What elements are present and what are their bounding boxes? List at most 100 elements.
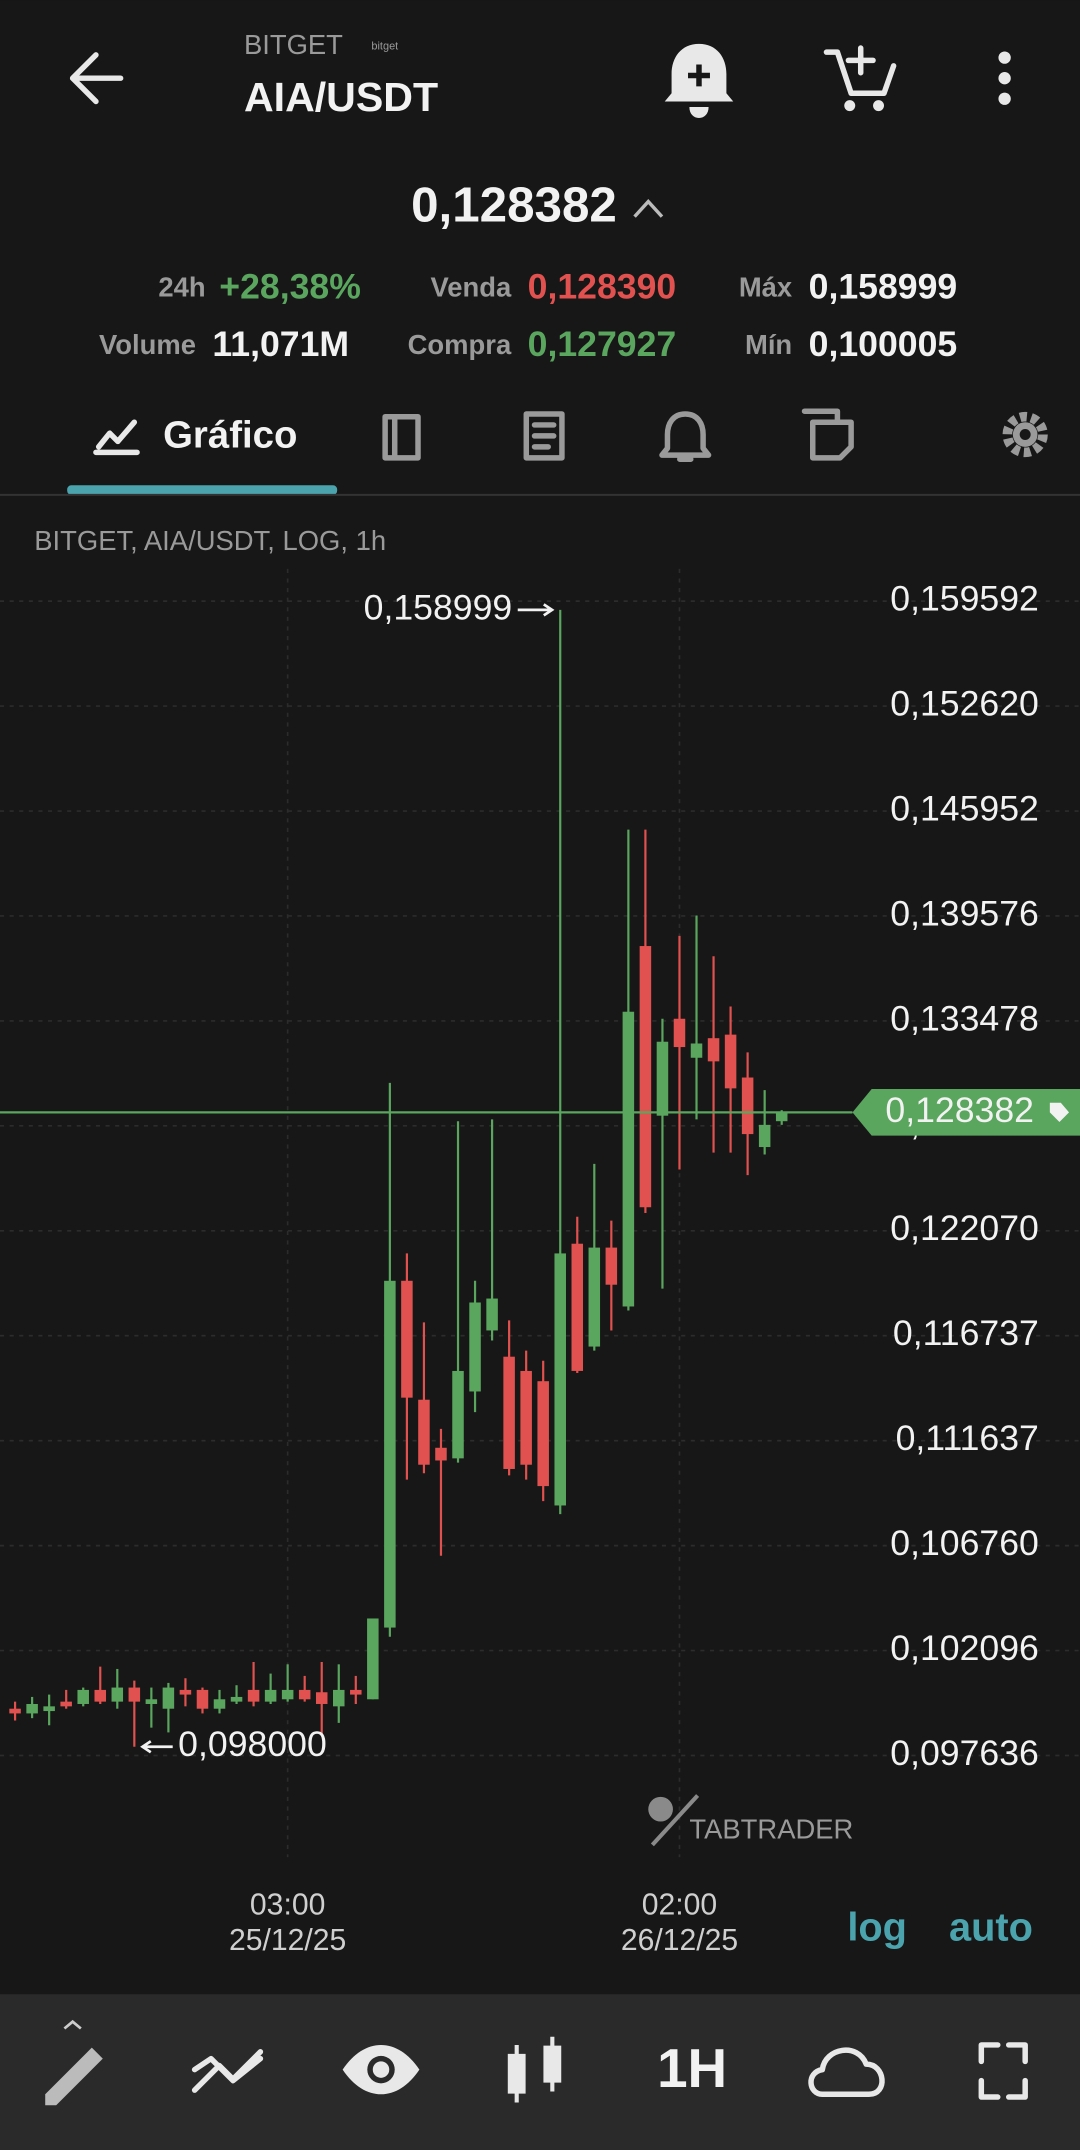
receipt-icon (523, 411, 565, 461)
stat-label: Compra (408, 329, 512, 360)
stat-value: 11,071M (212, 324, 349, 364)
annotation-label: 0,158999 (364, 587, 513, 627)
y-tick-label: 0,116737 (893, 1313, 1039, 1353)
price-up-caret (633, 198, 664, 218)
y-tick-label: 0,122070 (890, 1208, 1039, 1248)
y-tick-label: 0,159592 (890, 579, 1039, 619)
stat-value: 0,127927 (528, 324, 677, 364)
watermark-text: TABTRADER (689, 1813, 853, 1844)
more-button[interactable] (998, 51, 1011, 105)
cart-wheel (873, 100, 885, 112)
stat-label: Mín (745, 329, 792, 360)
back-button[interactable] (69, 52, 124, 105)
price-tag-label: 0,128382 (885, 1090, 1034, 1130)
orders-icon (801, 408, 854, 461)
candle-body (418, 1399, 430, 1465)
stat-label: Máx (739, 271, 793, 302)
orders-tab[interactable] (801, 408, 854, 461)
alerts-tab[interactable] (659, 411, 712, 462)
candle-body (775, 1112, 788, 1122)
candle-body (333, 1689, 345, 1707)
candle-body (43, 1706, 55, 1712)
toolbar (0, 1994, 1080, 2150)
candle-body (145, 1699, 158, 1704)
chart-title: BITGET, AIA/USDT, LOG, 1h (34, 525, 386, 556)
x-tick-label: 25/12/25 (229, 1924, 346, 1957)
candle-body (281, 1689, 294, 1700)
annotation-arrow (517, 603, 555, 617)
indicator-icon (191, 2049, 264, 2093)
stat-label: Volume (99, 329, 196, 360)
stat-value: 0,128390 (528, 267, 677, 307)
active-tab-indicator (67, 485, 338, 495)
candle-body (128, 1687, 141, 1702)
candle-body (111, 1687, 124, 1702)
candles-icon (507, 2036, 562, 2103)
stat-label: Venda (430, 271, 511, 302)
draw-tool-button[interactable] (45, 2047, 103, 2106)
candle-body (9, 1708, 21, 1714)
candle-body (196, 1689, 209, 1709)
candle-body (264, 1689, 277, 1702)
candle-body (486, 1298, 498, 1331)
stat-value: 0,100005 (809, 324, 958, 364)
candle-body (179, 1689, 192, 1695)
plus-icon (688, 64, 710, 87)
y-tick-label: 0,152620 (890, 683, 1039, 723)
last-price: 0,128382 (411, 177, 617, 232)
chart-tab[interactable]: Gráfico (93, 413, 297, 456)
candle-body (690, 1043, 703, 1058)
watermark-dot (648, 1796, 673, 1822)
candle-body (213, 1699, 226, 1709)
plot-area: 0,159592 0,152620 0,145952 0,139576 0,133478… (0, 568, 1080, 1858)
candle-body (94, 1689, 107, 1702)
dot (998, 51, 1011, 64)
annotation-arrow (140, 1740, 173, 1754)
exchange-name: BITGET (244, 29, 343, 60)
watermark-slash (650, 1794, 700, 1847)
candle-body (724, 1034, 737, 1089)
candle-body (639, 946, 652, 1208)
log-button[interactable]: log (847, 1905, 907, 1949)
candle-body (537, 1381, 549, 1487)
candle-body (605, 1247, 618, 1285)
book-icon (382, 413, 421, 461)
candle-body (741, 1077, 754, 1135)
auto-button[interactable]: auto (949, 1905, 1033, 1949)
watermark: TABTRADER (648, 1794, 853, 1847)
stat-value: +28,38% (219, 267, 361, 307)
x-tick-label: 03:00 (250, 1888, 325, 1921)
toolbar-expand-caret[interactable] (63, 2019, 82, 2030)
chart-type-button[interactable] (507, 2036, 562, 2103)
cart-add-button[interactable] (823, 45, 897, 112)
candle-body (230, 1696, 243, 1702)
candle-body (520, 1370, 532, 1465)
gear-teeth (1002, 411, 1048, 458)
dot (998, 72, 1011, 85)
candle-body (707, 1038, 720, 1062)
settings-button[interactable] (1002, 411, 1048, 458)
annotation-label: 0,098000 (178, 1724, 327, 1764)
x-tick-label: 02:00 (642, 1888, 717, 1921)
candle-body (503, 1356, 515, 1469)
y-tick-label: 0,139576 (890, 893, 1039, 933)
fullscreen-button[interactable] (978, 2042, 1028, 2100)
stat-value: 0,158999 (809, 267, 958, 307)
brand-mark: bitget (371, 41, 398, 53)
interval-button[interactable]: 1H (657, 2037, 727, 2099)
dot (998, 92, 1011, 105)
y-tick-label: 0,106760 (890, 1523, 1039, 1563)
indicators-button[interactable] (191, 2049, 264, 2093)
candle-body (298, 1689, 311, 1700)
orderbook-tab[interactable] (382, 413, 421, 461)
price-tag (852, 1089, 1080, 1136)
alert-add-button[interactable] (664, 43, 734, 118)
cloud-button[interactable] (808, 2047, 885, 2098)
trades-tab[interactable] (523, 411, 565, 461)
candle-body (60, 1701, 72, 1707)
visibility-button[interactable] (342, 2044, 420, 2095)
price-tag-icon (1049, 1102, 1070, 1122)
candle-body (401, 1280, 413, 1398)
